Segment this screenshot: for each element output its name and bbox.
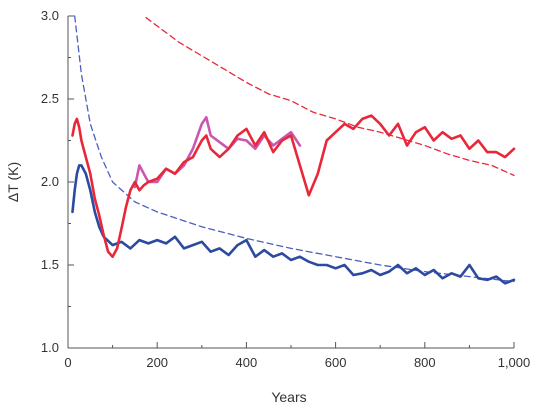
series-layer xyxy=(71,15,516,285)
y-tick-label: 1.0 xyxy=(41,340,59,355)
y-tick-label: 2.5 xyxy=(41,91,59,106)
x-tick-label: 800 xyxy=(414,355,436,370)
dashed-red_dashed-series-line xyxy=(145,17,515,177)
y-axis-title: ΔT (K) xyxy=(5,162,21,202)
solid-blue-series-line xyxy=(71,164,516,285)
solid-red-series-line xyxy=(71,114,516,259)
x-tick-label: 600 xyxy=(325,355,347,370)
y-tick-label: 1.5 xyxy=(41,257,59,272)
x-tick-label: 0 xyxy=(64,355,71,370)
dashed-blue_dashed-series-line xyxy=(74,15,515,283)
axes: 0 200 400 600 800 1,000 1.0 1.5 2.0 2.5 3.0 xyxy=(41,8,530,370)
x-tick-label: 200 xyxy=(146,355,168,370)
x-tick-label: 1,000 xyxy=(498,355,531,370)
y-tick-label: 3.0 xyxy=(41,8,59,23)
x-axis-title: Years xyxy=(271,389,306,405)
x-tick-label: 400 xyxy=(236,355,258,370)
y-tick-label: 2.0 xyxy=(41,174,59,189)
